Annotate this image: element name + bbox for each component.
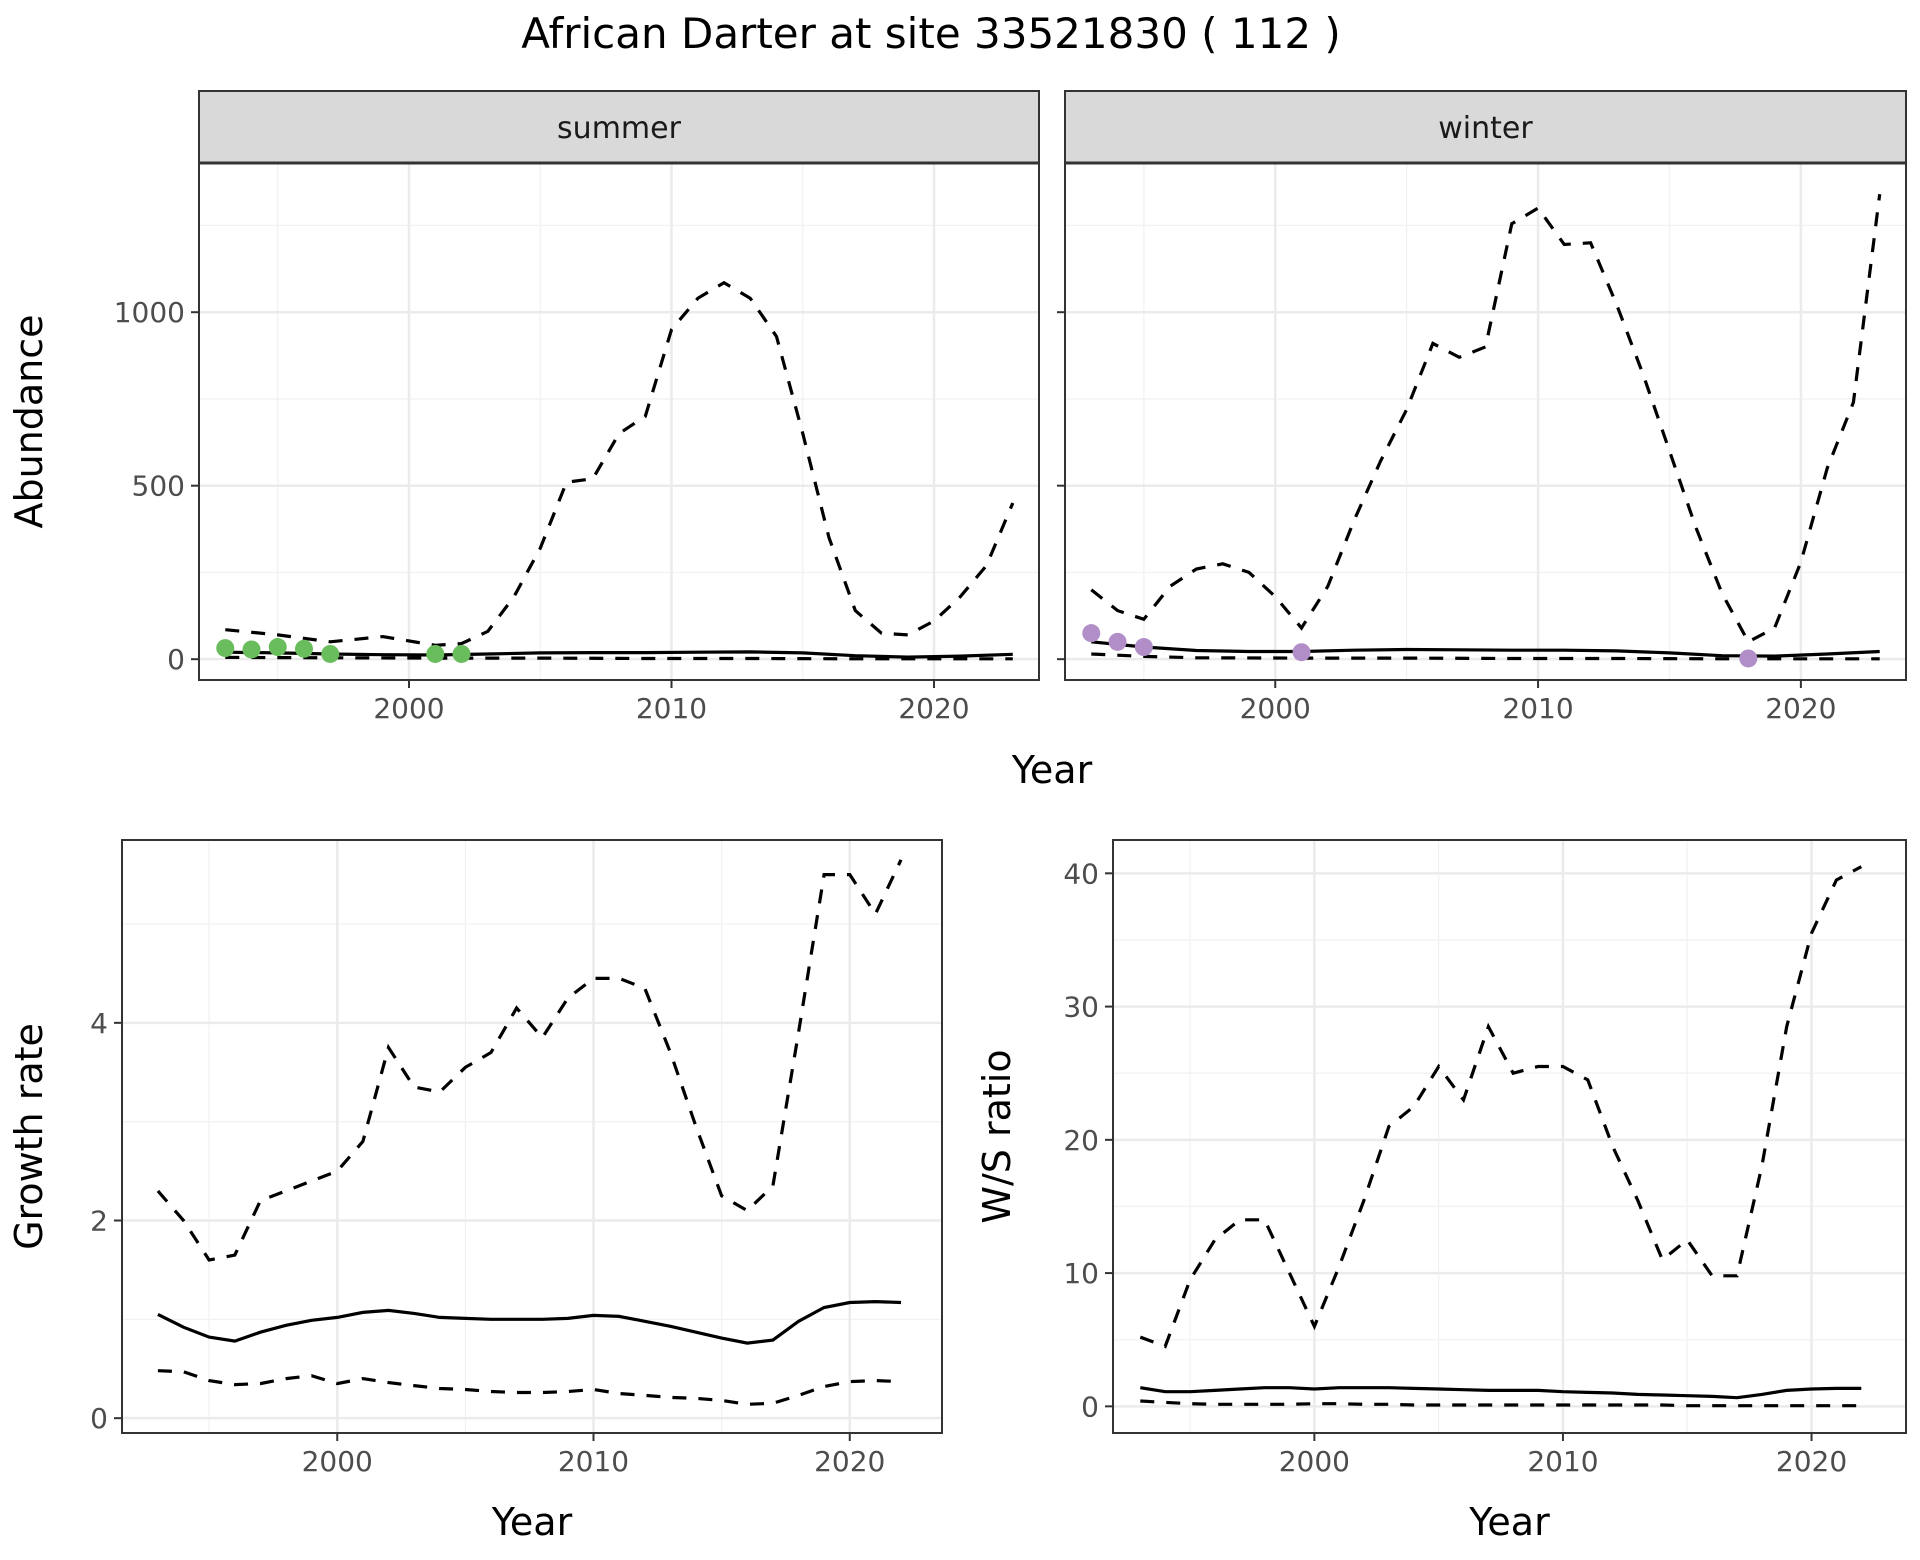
x-tick-label: 2020 <box>1765 692 1836 725</box>
x-axis-title: Year <box>491 1500 573 1544</box>
x-tick-label: 2020 <box>898 692 969 725</box>
x-tick-label: 2010 <box>1502 692 1573 725</box>
plot-background <box>122 840 942 1433</box>
mean-line-0 <box>1140 1386 1862 1400</box>
y-axis-title: W/S ratio <box>975 1049 1019 1223</box>
y-axis-title: Growth rate <box>7 1023 51 1250</box>
facet-label: winter <box>1438 111 1533 146</box>
chart-panel-0: 2000 2010 2020 0 500 1000 summer Abundance <box>7 90 1040 725</box>
x-axis-title-top: Year <box>1011 748 1093 792</box>
x-axis-title: Year <box>1468 1500 1550 1544</box>
y-tick-label: 10 <box>1063 1257 1099 1290</box>
plot-background <box>1065 163 1906 680</box>
x-tick-label: 2010 <box>636 692 707 725</box>
observation-point <box>1108 632 1127 651</box>
x-tick-label: 2010 <box>558 1445 629 1478</box>
interval-line-1 <box>156 859 903 1262</box>
y-tick-label: 500 <box>132 470 185 503</box>
observation-point <box>452 644 471 663</box>
x-tick-label: 2020 <box>814 1445 885 1478</box>
chart-panel-3: 2000 2010 2020 0 10 20 30 40 W/S ratio Year <box>975 839 1907 1544</box>
y-tick-label: 0 <box>90 1402 108 1435</box>
interval-line-1 <box>1139 865 1863 1349</box>
interval-line-2 <box>1140 1399 1862 1408</box>
y-tick-label: 1000 <box>114 296 185 329</box>
interval-line-2 <box>225 655 1013 661</box>
plot-background <box>199 163 1039 680</box>
x-tick-label: 2000 <box>1240 692 1311 725</box>
chart-panel-1: 2000 2010 2020 winter <box>1057 90 1907 725</box>
chart-panel-2: 2000 2010 2020 0 2 4 Growth rate Year <box>7 839 943 1544</box>
facet-strip <box>1064 90 1907 164</box>
y-tick-label: 40 <box>1063 857 1099 890</box>
observation-point <box>216 639 235 658</box>
plot-border <box>1112 839 1907 1434</box>
y-tick-label: 0 <box>167 643 185 676</box>
y-tick-label: 4 <box>90 1007 108 1040</box>
y-axis-title: Abundance <box>7 314 51 528</box>
x-tick-label: 2000 <box>302 1445 373 1478</box>
interval-line-1 <box>1090 193 1882 644</box>
mean-line-0 <box>225 650 1013 659</box>
figure-title: African Darter at site 33521830 ( 112 ) <box>521 9 1341 58</box>
observation-point <box>1134 638 1153 657</box>
observation-point <box>1292 643 1311 662</box>
x-tick-label: 2010 <box>1527 1445 1598 1478</box>
mean-line-0 <box>157 1299 902 1345</box>
interval-line-2 <box>157 1369 902 1406</box>
interval-line-2 <box>1091 652 1880 661</box>
plot-background <box>1113 840 1906 1433</box>
observation-point <box>1082 624 1101 643</box>
observation-point <box>426 644 445 663</box>
observation-point <box>242 640 261 659</box>
observation-point <box>268 638 287 657</box>
y-tick-label: 30 <box>1063 991 1099 1024</box>
x-tick-label: 2020 <box>1776 1445 1847 1478</box>
y-tick-label: 0 <box>1081 1390 1099 1423</box>
observation-point <box>295 639 313 658</box>
x-tick-label: 2000 <box>1279 1445 1350 1478</box>
interval-line-1 <box>225 280 1015 647</box>
observation-point <box>321 644 340 663</box>
plot-border <box>121 839 943 1434</box>
facet-strip <box>198 90 1040 164</box>
facet-label: summer <box>557 111 682 146</box>
y-tick-label: 20 <box>1063 1124 1099 1157</box>
x-tick-label: 2000 <box>373 692 444 725</box>
y-tick-label: 2 <box>90 1205 108 1238</box>
observation-point <box>1739 649 1758 668</box>
